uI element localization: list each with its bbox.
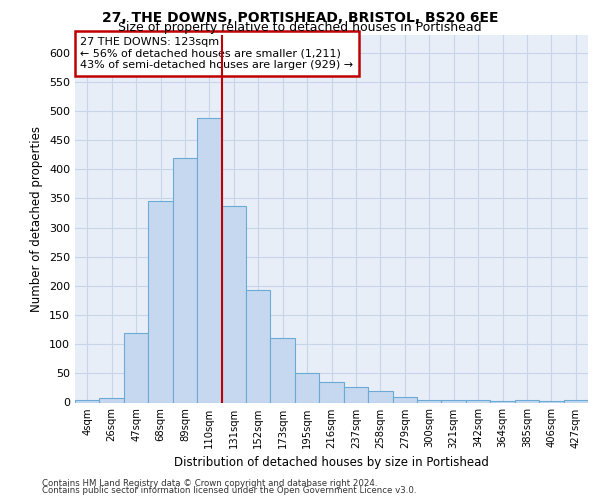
Bar bbox=[173, 158, 197, 402]
Bar bbox=[466, 400, 490, 402]
Y-axis label: Number of detached properties: Number of detached properties bbox=[31, 126, 43, 312]
Bar bbox=[148, 201, 173, 402]
Bar bbox=[246, 290, 271, 403]
Bar bbox=[295, 374, 319, 402]
Bar bbox=[100, 398, 124, 402]
Bar bbox=[344, 387, 368, 402]
Bar bbox=[490, 401, 515, 402]
Bar bbox=[271, 338, 295, 402]
Bar bbox=[539, 401, 563, 402]
Bar bbox=[392, 396, 417, 402]
Bar bbox=[75, 400, 100, 402]
Text: 27 THE DOWNS: 123sqm
← 56% of detached houses are smaller (1,211)
43% of semi-de: 27 THE DOWNS: 123sqm ← 56% of detached h… bbox=[80, 37, 353, 70]
Bar bbox=[197, 118, 221, 403]
Bar bbox=[319, 382, 344, 402]
X-axis label: Distribution of detached houses by size in Portishead: Distribution of detached houses by size … bbox=[174, 456, 489, 469]
Bar bbox=[368, 391, 392, 402]
Bar bbox=[417, 400, 442, 402]
Bar bbox=[563, 400, 588, 402]
Bar bbox=[221, 206, 246, 402]
Bar bbox=[515, 400, 539, 402]
Bar bbox=[124, 332, 148, 402]
Text: Contains HM Land Registry data © Crown copyright and database right 2024.: Contains HM Land Registry data © Crown c… bbox=[42, 478, 377, 488]
Text: 27, THE DOWNS, PORTISHEAD, BRISTOL, BS20 6EE: 27, THE DOWNS, PORTISHEAD, BRISTOL, BS20… bbox=[102, 11, 498, 25]
Text: Size of property relative to detached houses in Portishead: Size of property relative to detached ho… bbox=[118, 21, 482, 34]
Bar bbox=[442, 400, 466, 402]
Text: Contains public sector information licensed under the Open Government Licence v3: Contains public sector information licen… bbox=[42, 486, 416, 495]
